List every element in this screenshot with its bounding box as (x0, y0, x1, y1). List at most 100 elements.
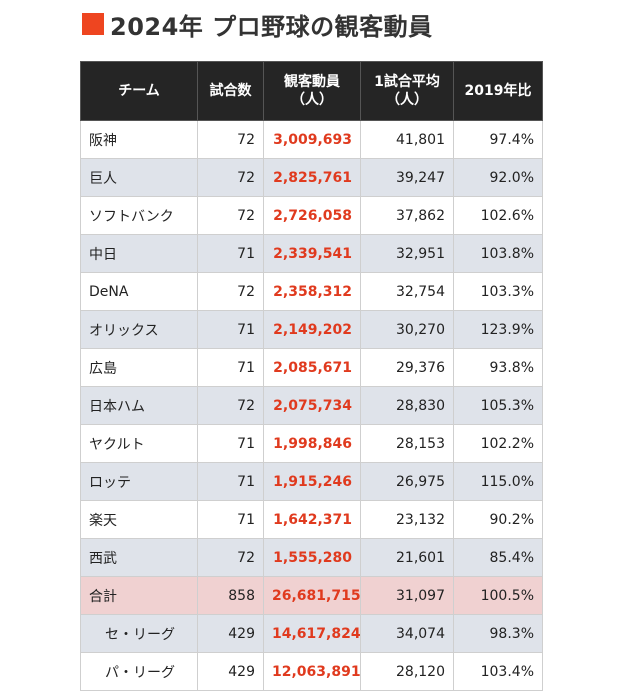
cell-average: 29,376 (360, 348, 454, 387)
cell-attendance: 2,075,734 (263, 386, 361, 425)
cell-average: 39,247 (360, 158, 454, 197)
cell-average: 32,951 (360, 234, 454, 273)
cell-average: 21,601 (360, 538, 454, 577)
cell-team: ロッテ (80, 462, 198, 501)
cell-attendance: 2,726,058 (263, 196, 361, 235)
league-row: セ・リーグ 429 14,617,824 34,074 98.3% (80, 614, 543, 653)
cell-vs2019: 105.3% (453, 386, 543, 425)
cell-games: 71 (197, 348, 264, 387)
cell-vs2019: 85.4% (453, 538, 543, 577)
table-row: ソフトバンク 72 2,726,058 37,862 102.6% (80, 196, 543, 235)
cell-vs2019: 102.2% (453, 424, 543, 463)
header-team: チーム (80, 61, 198, 121)
cell-team: 日本ハム (80, 386, 198, 425)
table-row: 日本ハム 72 2,075,734 28,830 105.3% (80, 386, 543, 425)
cell-games: 72 (197, 386, 264, 425)
cell-team: 広島 (80, 348, 198, 387)
header-average: 1試合平均 （人） (360, 61, 454, 121)
cell-games: 72 (197, 120, 264, 159)
cell-games: 71 (197, 234, 264, 273)
table-row: 西武 72 1,555,280 21,601 85.4% (80, 538, 543, 577)
cell-games: 71 (197, 462, 264, 501)
cell-games: 858 (197, 576, 264, 615)
header-attendance-line1: 観客動員 (284, 74, 340, 90)
cell-games: 429 (197, 614, 264, 653)
cell-vs2019: 97.4% (453, 120, 543, 159)
cell-games: 429 (197, 652, 264, 691)
cell-attendance: 2,085,671 (263, 348, 361, 387)
cell-team: ヤクルト (80, 424, 198, 463)
cell-vs2019: 103.4% (453, 652, 543, 691)
table-body: 阪神 72 3,009,693 41,801 97.4% 巨人 72 2,825,761 39,… (80, 120, 543, 691)
cell-vs2019: 103.3% (453, 272, 543, 311)
cell-attendance: 3,009,693 (263, 120, 361, 159)
cell-vs2019: 103.8% (453, 234, 543, 273)
cell-team: DeNA (80, 272, 198, 311)
table-row: オリックス 71 2,149,202 30,270 123.9% (80, 310, 543, 349)
cell-attendance: 12,063,891 (263, 652, 361, 691)
page-title: 2024年 プロ野球の観客動員 (110, 12, 433, 41)
cell-attendance: 1,915,246 (263, 462, 361, 501)
cell-average: 37,862 (360, 196, 454, 235)
cell-attendance: 14,617,824 (263, 614, 361, 653)
table-row: ロッテ 71 1,915,246 26,975 115.0% (80, 462, 543, 501)
cell-games: 72 (197, 272, 264, 311)
cell-vs2019: 102.6% (453, 196, 543, 235)
header-average-line2: （人） (386, 92, 428, 108)
cell-games: 71 (197, 310, 264, 349)
cell-average: 28,120 (360, 652, 454, 691)
cell-games: 72 (197, 196, 264, 235)
cell-average: 23,132 (360, 500, 454, 539)
cell-team: パ・リーグ (80, 652, 198, 691)
table-header-row: チーム 試合数 観客動員 （人） 1試合平均 （人） 2019年比 (80, 61, 543, 121)
cell-team: 楽天 (80, 500, 198, 539)
cell-average: 32,754 (360, 272, 454, 311)
attendance-table: チーム 試合数 観客動員 （人） 1試合平均 （人） 2019年比 阪神 72 3,… (80, 61, 543, 691)
cell-attendance: 1,555,280 (263, 538, 361, 577)
cell-average: 30,270 (360, 310, 454, 349)
cell-attendance: 26,681,715 (263, 576, 361, 615)
league-row: パ・リーグ 429 12,063,891 28,120 103.4% (80, 652, 543, 691)
table-row: 阪神 72 3,009,693 41,801 97.4% (80, 120, 543, 159)
cell-games: 72 (197, 158, 264, 197)
cell-team: 西武 (80, 538, 198, 577)
orange-square-icon (82, 13, 104, 35)
header-attendance-line2: （人） (291, 92, 333, 108)
cell-average: 28,153 (360, 424, 454, 463)
cell-vs2019: 123.9% (453, 310, 543, 349)
table-row: 巨人 72 2,825,761 39,247 92.0% (80, 158, 543, 197)
table-row: ヤクルト 71 1,998,846 28,153 102.2% (80, 424, 543, 463)
cell-games: 72 (197, 538, 264, 577)
table-row: DeNA 72 2,358,312 32,754 103.3% (80, 272, 543, 311)
table-row: 広島 71 2,085,671 29,376 93.8% (80, 348, 543, 387)
cell-vs2019: 92.0% (453, 158, 543, 197)
cell-games: 71 (197, 424, 264, 463)
cell-attendance: 1,998,846 (263, 424, 361, 463)
total-row: 合計 858 26,681,715 31,097 100.5% (80, 576, 543, 615)
cell-team: セ・リーグ (80, 614, 198, 653)
cell-vs2019: 90.2% (453, 500, 543, 539)
cell-average: 26,975 (360, 462, 454, 501)
header-average-line1: 1試合平均 (374, 74, 440, 90)
table-row: 中日 71 2,339,541 32,951 103.8% (80, 234, 543, 273)
cell-attendance: 2,825,761 (263, 158, 361, 197)
header-vs2019: 2019年比 (453, 61, 543, 121)
header-attendance: 観客動員 （人） (263, 61, 361, 121)
cell-average: 31,097 (360, 576, 454, 615)
cell-vs2019: 98.3% (453, 614, 543, 653)
cell-vs2019: 115.0% (453, 462, 543, 501)
cell-team: 合計 (80, 576, 198, 615)
cell-games: 71 (197, 500, 264, 539)
title-row: 2024年 プロ野球の観客動員 (82, 9, 433, 41)
cell-attendance: 2,339,541 (263, 234, 361, 273)
cell-attendance: 2,358,312 (263, 272, 361, 311)
cell-vs2019: 93.8% (453, 348, 543, 387)
cell-average: 41,801 (360, 120, 454, 159)
cell-team: ソフトバンク (80, 196, 198, 235)
cell-team: 巨人 (80, 158, 198, 197)
cell-average: 34,074 (360, 614, 454, 653)
table-row: 楽天 71 1,642,371 23,132 90.2% (80, 500, 543, 539)
cell-team: 阪神 (80, 120, 198, 159)
header-games: 試合数 (197, 61, 264, 121)
cell-attendance: 1,642,371 (263, 500, 361, 539)
